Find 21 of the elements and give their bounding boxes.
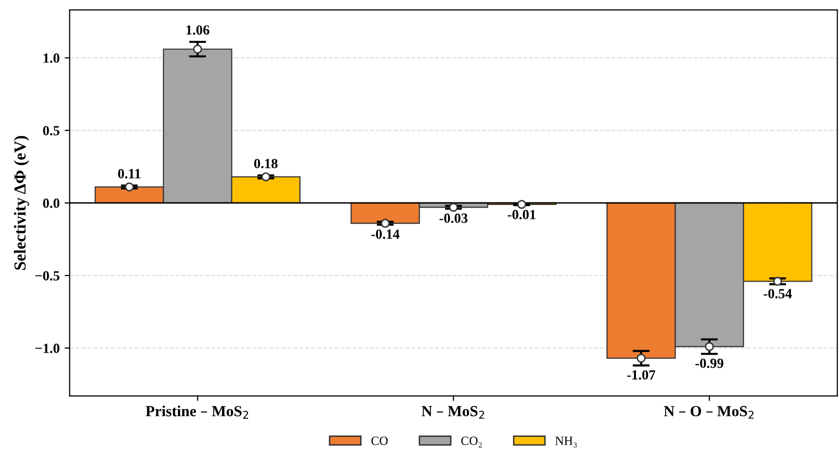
legend-label: NH₃ xyxy=(555,436,577,448)
y-tick-label: 0.0 xyxy=(43,198,60,208)
x-tick-label: Pristine – MoS$_{2}$ xyxy=(146,406,248,419)
y-tick-label: 1.0 xyxy=(44,53,60,63)
legend-label: CO xyxy=(371,436,388,446)
legend-label: CO₂ xyxy=(461,436,482,448)
data-label: 1.06 xyxy=(186,25,210,35)
data-label: -0.54 xyxy=(764,288,792,298)
data-label: 0.18 xyxy=(254,158,278,168)
data-label: -1.07 xyxy=(627,370,656,380)
data-label: 0.11 xyxy=(118,168,140,178)
y-tick-label: 0.5 xyxy=(43,126,60,136)
data-label: -0.99 xyxy=(695,358,724,368)
data-label: -0.01 xyxy=(508,210,536,220)
y-axis-title: Selectivity ΔΦ (eV) xyxy=(14,136,30,270)
x-tick-label: N – O – MoS$_{2}$ xyxy=(664,406,754,419)
y-tick-label: −1.0 xyxy=(35,344,60,354)
data-label: -0.14 xyxy=(371,229,400,239)
y-tick-label: −0.5 xyxy=(35,271,60,281)
x-tick-label: N – MoS$_{2}$ xyxy=(422,406,484,419)
data-label: -0.03 xyxy=(440,214,468,223)
